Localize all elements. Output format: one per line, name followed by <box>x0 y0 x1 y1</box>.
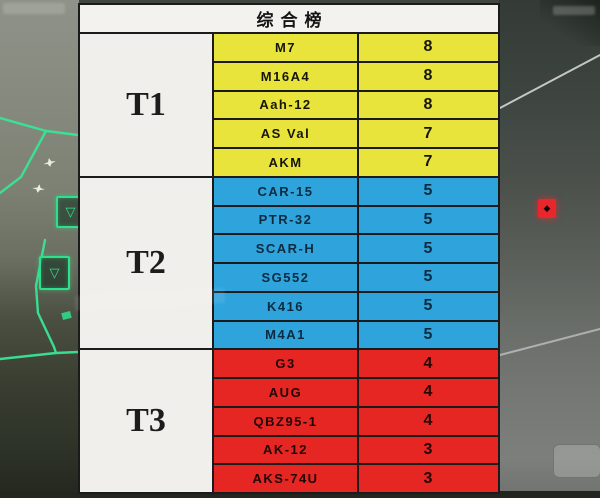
weapon-score-cell: 5 <box>359 264 498 291</box>
table-body: T1 M7 8 M16A4 8 Aah-12 8 AS Val 7 AKM 7 T2 CAR-15 5 PT… <box>80 34 498 492</box>
weapon-name-cell: AK-12 <box>214 436 357 464</box>
objective-marker-glyph: ▽ <box>65 204 76 219</box>
unit-marker-icon <box>42 157 57 169</box>
weapon-name-cell: AS Val <box>214 120 357 147</box>
weapon-name-cell: G3 <box>214 350 357 377</box>
table-title: 综合榜 <box>80 5 498 34</box>
weapon-name-cell: SCAR-H <box>214 235 357 262</box>
speaker-marker-icon: ◆ <box>538 199 556 218</box>
weapon-score-cell: 3 <box>359 465 498 492</box>
weapon-name-cell: PTR-32 <box>214 206 357 234</box>
weapon-score-cell: 8 <box>359 34 498 61</box>
weapon-name-cell: AKM <box>214 149 357 176</box>
weapon-score-cell: 5 <box>359 235 498 262</box>
vehicle-silhouette <box>553 444 600 478</box>
map-background-left <box>0 0 79 498</box>
map-background-right <box>499 0 600 498</box>
weapon-name-cell: M7 <box>214 34 357 61</box>
watermark-blur <box>553 6 595 15</box>
weapon-name-cell: K416 <box>214 292 357 320</box>
tier-label-t3: T3 <box>80 350 212 492</box>
unit-marker-icon <box>31 183 45 194</box>
objective-marker-glyph: ▽ <box>49 265 60 280</box>
weapon-name-cell: AUG <box>214 379 357 406</box>
weapon-tier-table: 综合榜 T1 M7 8 M16A4 8 Aah-12 8 AS Val 7 AKM 7 T2 CAR-1… <box>78 3 500 494</box>
weapon-score-cell: 4 <box>359 350 498 377</box>
weapon-score-cell: 7 <box>359 149 498 176</box>
weapon-score-cell: 5 <box>359 321 498 349</box>
weapon-name-cell: Aah-12 <box>214 91 357 119</box>
weapon-score-cell: 3 <box>359 436 498 464</box>
weapon-name-cell: QBZ95-1 <box>214 407 357 435</box>
watermark-blur <box>3 3 65 14</box>
tier-label-t2: T2 <box>80 177 212 349</box>
weapon-name-cell: M16A4 <box>214 62 357 90</box>
objective-marker-icon: ▽ <box>39 256 70 290</box>
weapon-name-cell: M4A1 <box>214 321 357 349</box>
weapon-name-cell: CAR-15 <box>214 177 357 205</box>
weapon-score-cell: 4 <box>359 407 498 435</box>
weapon-name-cell: SG552 <box>214 264 357 291</box>
weapon-score-cell: 8 <box>359 62 498 90</box>
weapon-score-cell: 5 <box>359 177 498 205</box>
speaker-marker-glyph: ◆ <box>543 203 551 213</box>
weapon-score-cell: 4 <box>359 379 498 406</box>
weapon-score-cell: 7 <box>359 120 498 147</box>
tier-label-t1: T1 <box>80 34 212 176</box>
weapon-name-cell: AKS-74U <box>214 465 357 492</box>
weapon-score-cell: 5 <box>359 292 498 320</box>
weapon-score-cell: 8 <box>359 91 498 119</box>
mini-map-marker-icon <box>61 310 72 321</box>
weapon-score-cell: 5 <box>359 206 498 234</box>
